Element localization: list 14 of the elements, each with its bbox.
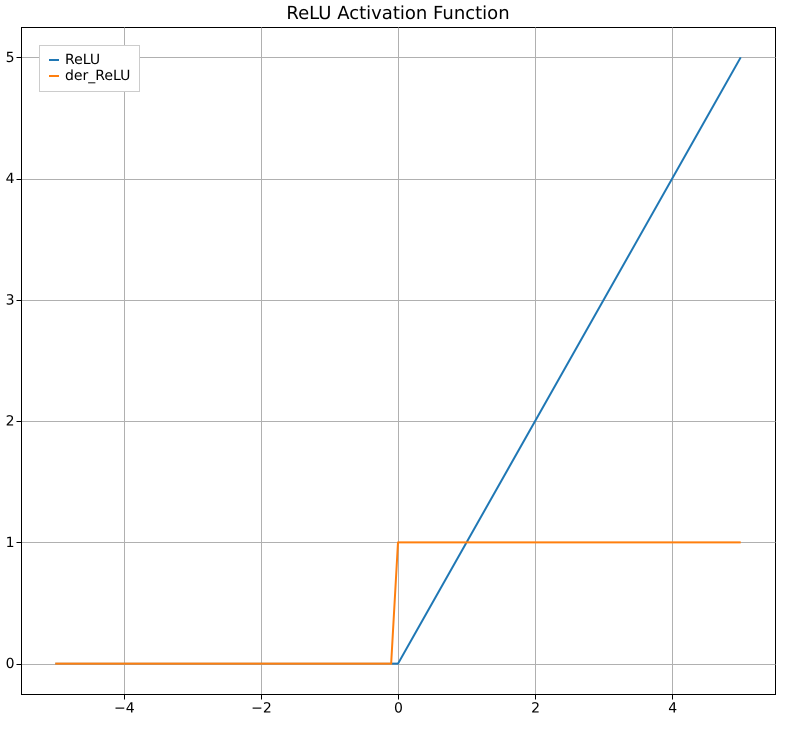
y-tick-label: 2 [6, 414, 14, 430]
y-tick-label: 1 [6, 534, 14, 551]
chart-title: ReLU Activation Function [286, 3, 510, 24]
y-tick-label: 3 [6, 292, 14, 308]
y-tick-label: 5 [6, 50, 14, 66]
legend-label: der_ReLU [65, 68, 130, 84]
y-tick-label: 4 [6, 171, 15, 188]
x-tick-label: −2 [251, 700, 272, 716]
x-tick-label: 2 [531, 700, 540, 716]
y-tick-label: 0 [6, 656, 14, 672]
x-tick-label: 0 [394, 700, 403, 716]
legend-label: ReLU [65, 52, 100, 68]
x-tick-label: 4 [668, 700, 678, 716]
x-tick-label: −4 [114, 700, 135, 716]
